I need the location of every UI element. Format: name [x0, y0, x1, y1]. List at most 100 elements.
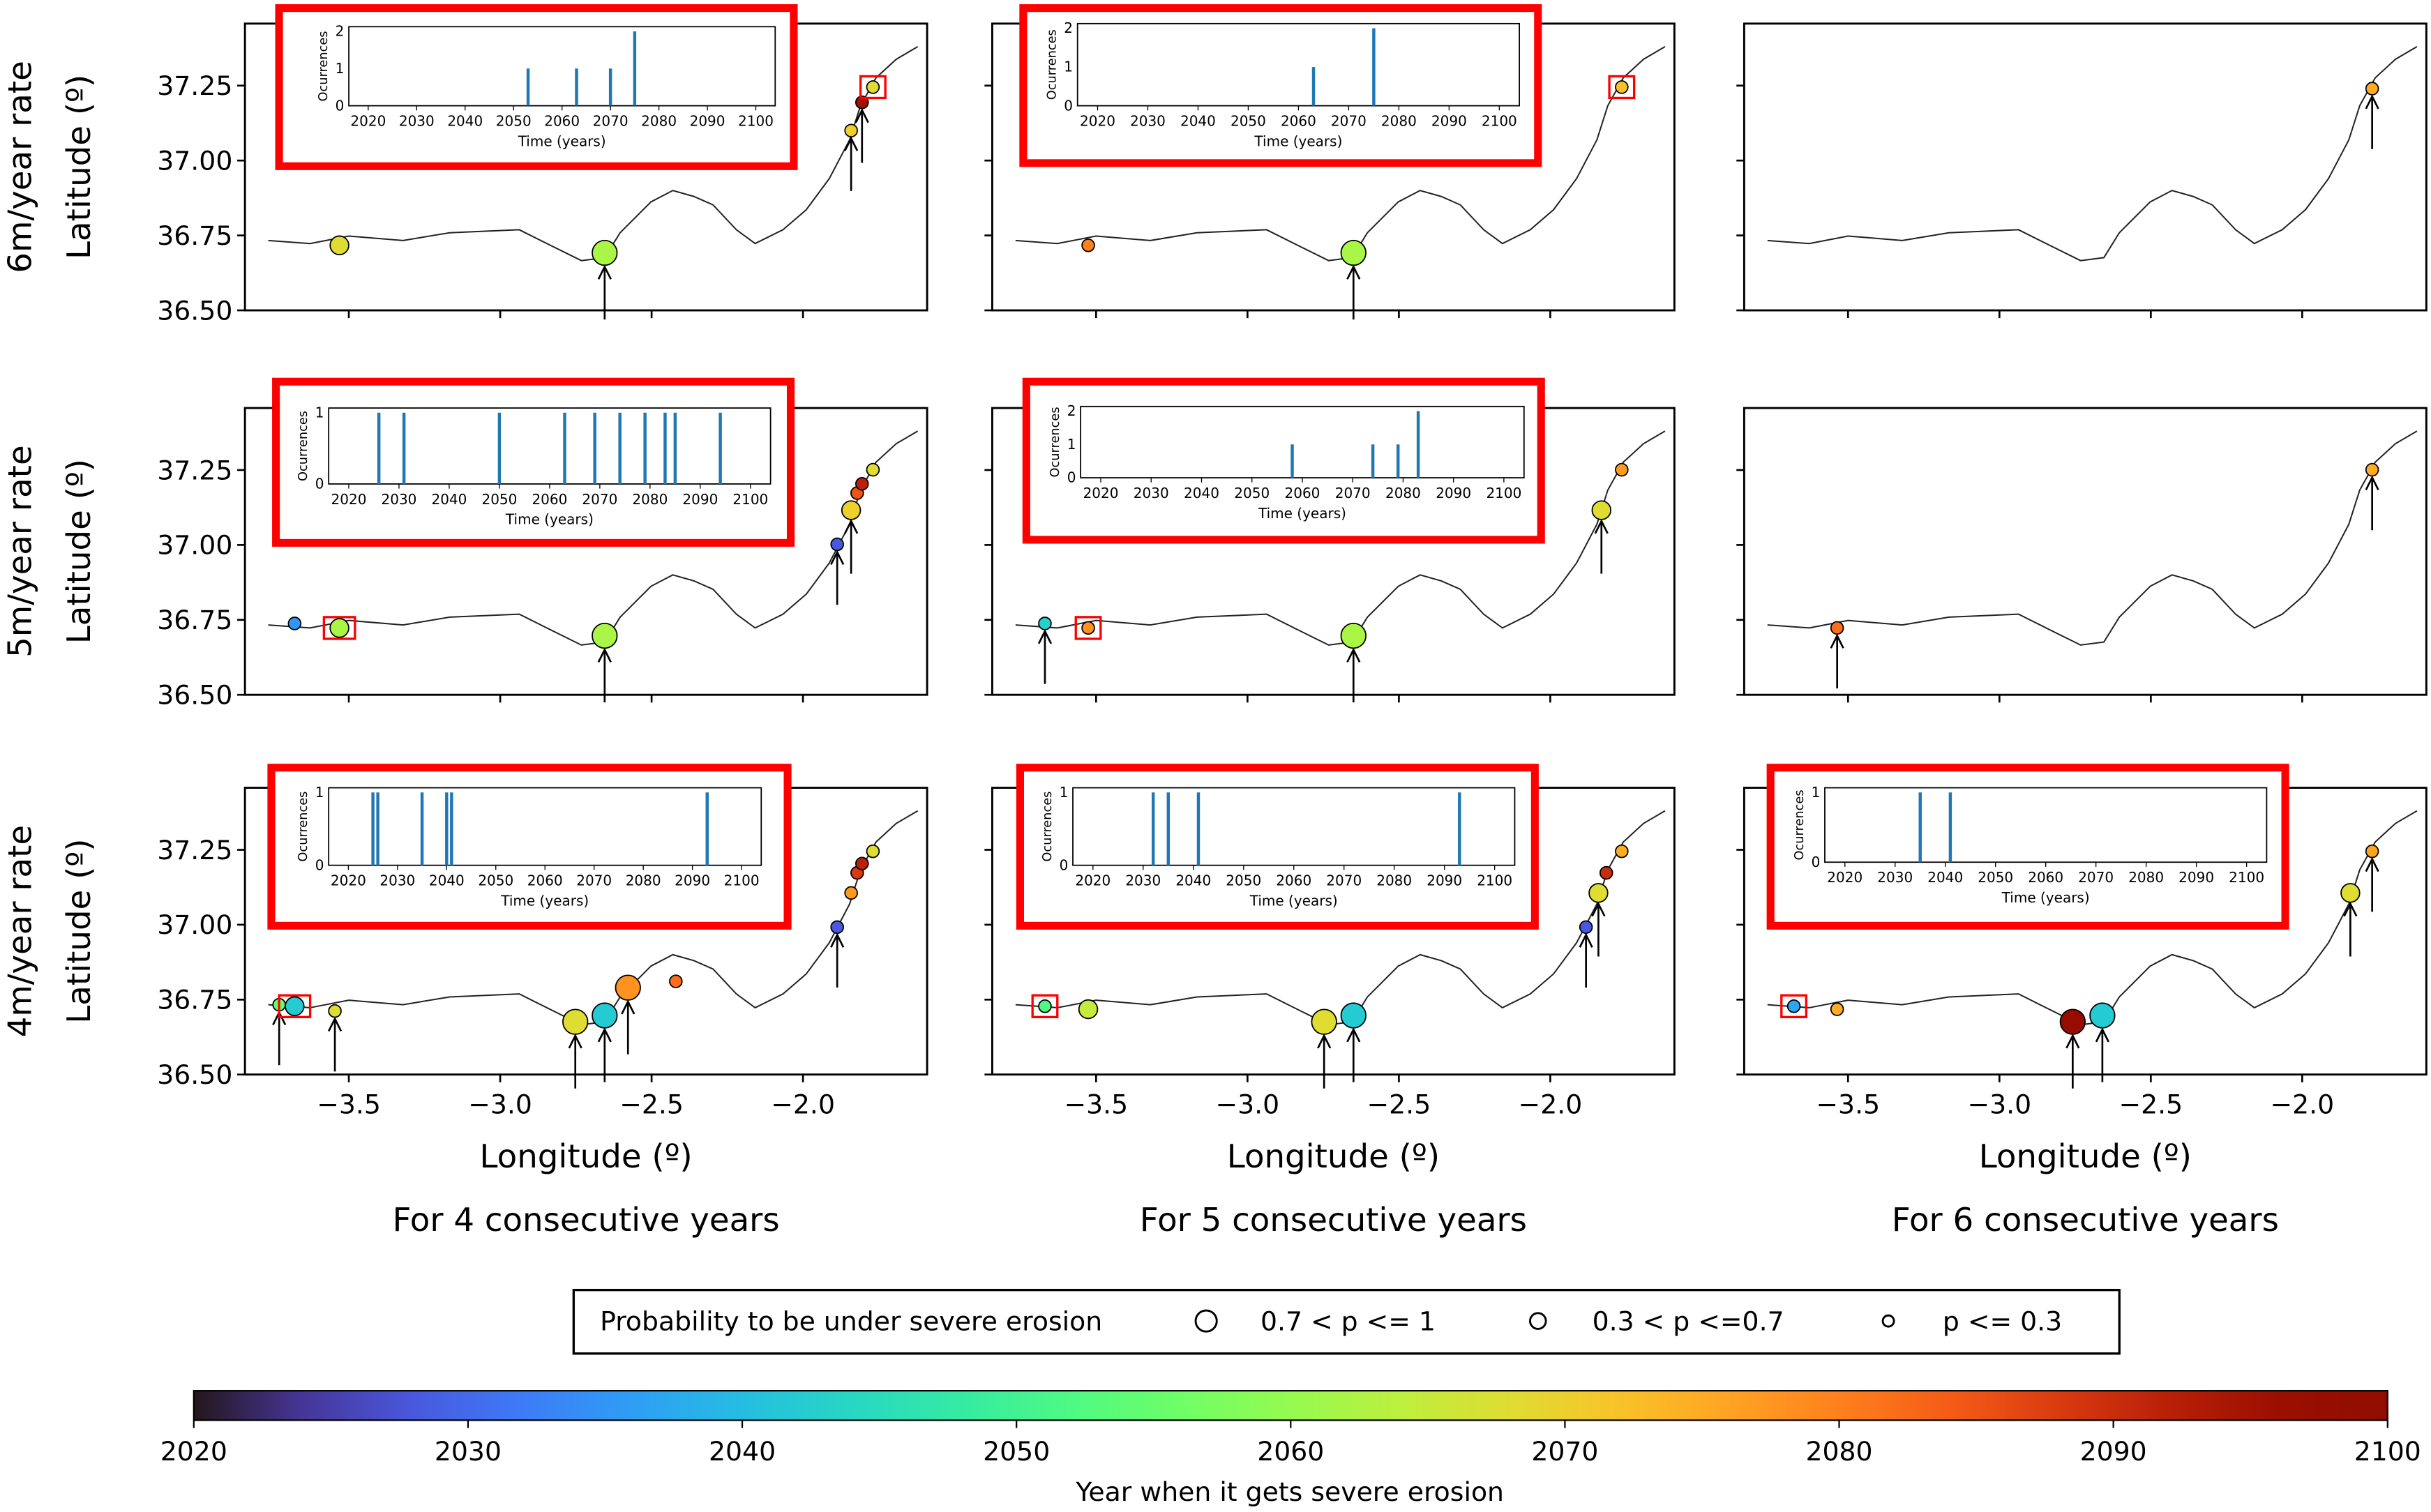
- highlight-box: [322, 616, 356, 640]
- legend-title: Probability to be under severe erosion: [600, 1306, 1102, 1336]
- column-title: For 6 consecutive years: [1892, 1202, 2279, 1239]
- inset-axes: [1080, 405, 1525, 478]
- inset-y-tick-label: 0: [1064, 97, 1073, 114]
- erosion-point: [1038, 999, 1052, 1013]
- panel-r3-c1: −3.5 −3.0 −2.5 −2.0 36.50 36.75 37.00 37.25 2020…: [157, 764, 928, 1119]
- inset-x-tick-label: 2040: [1184, 485, 1219, 501]
- panel-r2-c3: [1736, 407, 2428, 703]
- inset-y-label: Ocurrences: [1792, 789, 1807, 860]
- y-tick-label: 37.00: [157, 530, 232, 561]
- row-label: 5m/year rate: [1, 445, 39, 658]
- column-title: For 4 consecutive years: [393, 1202, 780, 1239]
- inset-x-tick-label: 2030: [1134, 485, 1169, 501]
- column-title: For 5 consecutive years: [1140, 1202, 1527, 1239]
- inset-x-label: Time (years): [505, 511, 594, 528]
- inset-x-tick-label: 2030: [399, 113, 435, 130]
- inset-x-tick-label: 2070: [1326, 872, 1362, 889]
- inset-x-tick-label: 2040: [1180, 113, 1216, 130]
- inset-x-tick-label: 2090: [1431, 113, 1467, 130]
- erosion-point: [1078, 999, 1099, 1020]
- erosion-point: [287, 617, 302, 630]
- erosion-point: [592, 622, 618, 649]
- erosion-point: [592, 239, 618, 266]
- legend-label: p <= 0.3: [1943, 1306, 2062, 1336]
- y-tick-label: 36.75: [157, 220, 232, 251]
- inset-x-tick-label: 2100: [738, 113, 774, 130]
- legend-label: 0.3 < p <=0.7: [1593, 1306, 1784, 1336]
- arrow-head: [597, 647, 612, 663]
- inset-x-tick-label: 2090: [1436, 485, 1471, 501]
- inset-x-tick-label: 2020: [350, 113, 386, 130]
- x-axis-label: Longitude (º): [1979, 1138, 2192, 1176]
- inset-x-tick-label: 2090: [682, 491, 718, 508]
- inset-x-tick-label: 2020: [1080, 113, 1115, 130]
- inset-x-tick-label: 2050: [1226, 872, 1261, 889]
- inset-histogram: 2020 2030 2040 2050 2060 2070 2080 2090 2100 0 1 2O…: [275, 4, 798, 170]
- arrow-head: [2365, 475, 2379, 491]
- arrow-head: [568, 1034, 582, 1049]
- colorbar-tick-label: 2100: [2354, 1436, 2421, 1467]
- erosion-point: [844, 123, 858, 137]
- inset-axes: [328, 407, 772, 485]
- inset-y-tick-label: 1: [336, 60, 345, 77]
- legend-marker: [1194, 1309, 1218, 1333]
- erosion-point: [1591, 500, 1611, 520]
- inset-axes: [348, 26, 776, 107]
- inset-axes: [1824, 787, 2268, 863]
- erosion-point: [866, 462, 880, 477]
- inset-y-tick-label: 0: [1060, 856, 1069, 873]
- erosion-point: [329, 618, 349, 638]
- inset-histogram: 2020 2030 2040 2050 2060 2070 2080 2090 2100 0 1 2O…: [1022, 377, 1545, 544]
- inset-y-tick-label: 0: [1067, 469, 1076, 486]
- inset-x-tick-label: 2070: [576, 872, 612, 889]
- erosion-point: [841, 500, 861, 520]
- inset-x-tick-label: 2050: [1234, 485, 1270, 501]
- erosion-point: [2365, 462, 2379, 477]
- colorbar-tick-label: 2040: [709, 1436, 776, 1467]
- arrow-head: [830, 932, 845, 948]
- arrow-head: [621, 999, 635, 1015]
- inset-x-label: Time (years): [1249, 892, 1338, 909]
- colorbar-tick-label: 2020: [160, 1436, 227, 1467]
- legend: Probability to be under severe erosion 0…: [572, 1289, 2121, 1355]
- inset-x-tick-label: 2060: [527, 872, 563, 889]
- inset-x-tick-label: 2040: [447, 113, 483, 130]
- inset-x-tick-label: 2100: [1477, 872, 1512, 889]
- inset-x-tick-label: 2090: [675, 872, 710, 889]
- arrow-head: [2365, 94, 2379, 109]
- y-tick-label: 37.25: [157, 455, 232, 485]
- inset-x-tick-label: 2070: [593, 113, 629, 130]
- colorbar-tick-label: 2090: [2080, 1436, 2147, 1467]
- erosion-point: [1311, 1008, 1337, 1035]
- inset-axes: [328, 787, 762, 866]
- inset-x-tick-label: 2030: [379, 872, 415, 889]
- inset-x-tick-label: 2090: [2178, 869, 2214, 886]
- x-tick-label: −2.0: [1519, 1089, 1583, 1119]
- erosion-point: [1340, 1002, 1367, 1029]
- arrow-head: [1579, 932, 1593, 948]
- x-tick-label: −3.5: [317, 1089, 381, 1119]
- erosion-point: [1830, 621, 1844, 635]
- panel-r3-c3: −3.5 −3.0 −2.5 −2.0 2020 2030 2040 2050 2060 2070…: [1736, 764, 2428, 1119]
- y-tick-label: 36.50: [157, 680, 232, 711]
- x-tick-label: −3.5: [1064, 1089, 1128, 1119]
- x-axis-label: Longitude (º): [1227, 1138, 1440, 1176]
- erosion-point: [2365, 844, 2379, 859]
- colorbar-tick-label: 2050: [983, 1436, 1050, 1467]
- inset-histogram: 2020 2030 2040 2050 2060 2070 2080 2090 2100 0 1 Oc…: [1016, 764, 1539, 930]
- arrow-head: [844, 136, 859, 151]
- erosion-point: [855, 96, 869, 109]
- coastline: [1767, 430, 2418, 646]
- axes-frame: [1743, 22, 2428, 312]
- panel-grid: 36.50 36.75 37.00 37.25 2020 2030 2040 2050 2060…: [1, 4, 2428, 1239]
- inset-x-tick-label: 2080: [1376, 872, 1412, 889]
- erosion-point: [1081, 621, 1095, 635]
- row-label: 6m/year rate: [1, 61, 39, 273]
- x-tick-label: −2.0: [2271, 1089, 2335, 1119]
- x-tick-label: −3.0: [468, 1089, 532, 1119]
- arrow-head: [2343, 901, 2358, 917]
- inset-x-tick-label: 2040: [431, 491, 467, 508]
- inset-y-label: Ocurrences: [1045, 29, 1060, 100]
- erosion-point: [1081, 238, 1095, 252]
